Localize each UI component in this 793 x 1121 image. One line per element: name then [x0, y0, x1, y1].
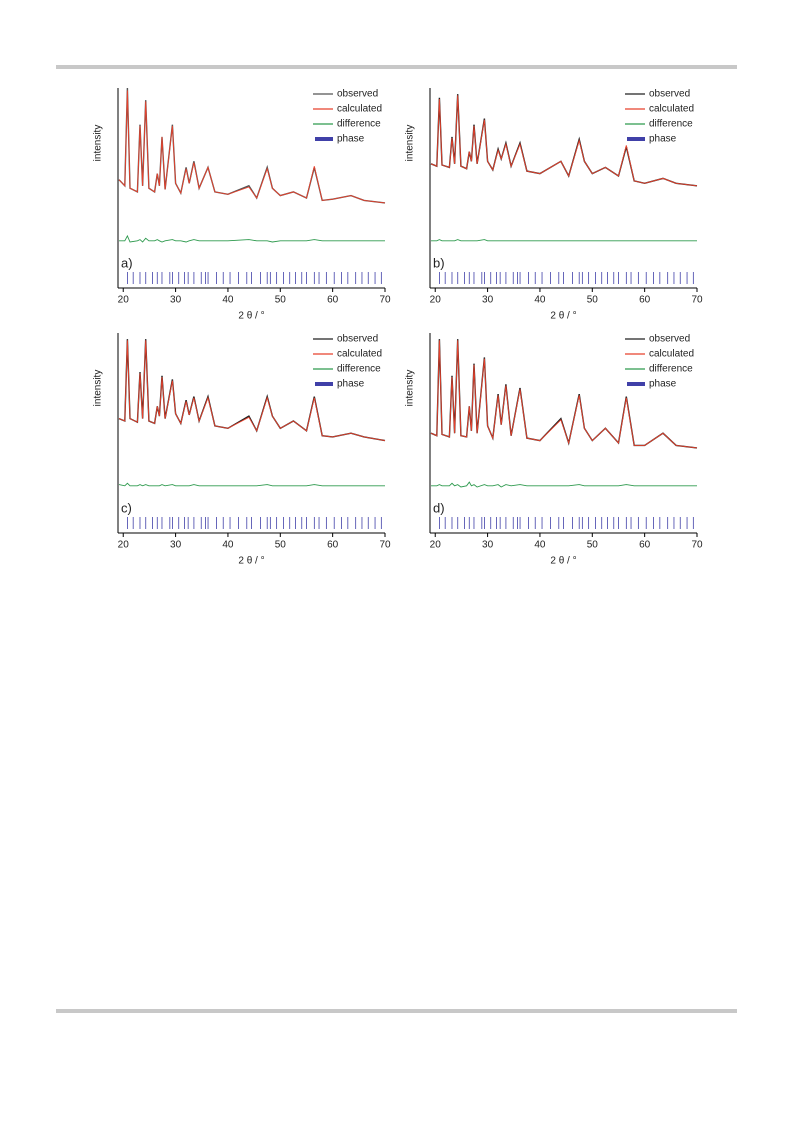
x-tick-label: 40 — [534, 295, 546, 306]
x-tick-label: 70 — [379, 540, 391, 551]
x-axis-label: 2 θ / ° — [550, 556, 576, 567]
x-tick-label: 30 — [170, 540, 182, 551]
legend-label: difference — [649, 119, 693, 130]
x-axis-label: 2 θ / ° — [238, 311, 264, 322]
x-tick-label: 20 — [118, 295, 130, 306]
y-axis-label: intensity — [405, 125, 416, 162]
legend-label: phase — [649, 379, 677, 390]
x-axis-label: 2 θ / ° — [238, 556, 264, 567]
legend-label: calculated — [337, 104, 382, 115]
chart-panel: 20 30 40 50 60 70 2 θ / ° intensity d) observed ca… — [405, 333, 703, 567]
panel-label: b) — [433, 255, 445, 270]
legend-label: difference — [649, 364, 693, 375]
legend-label: observed — [649, 89, 690, 100]
series-line — [119, 234, 385, 243]
y-axis-label: intensity — [93, 370, 104, 407]
panel-label: a) — [121, 255, 133, 270]
x-tick-label: 20 — [430, 295, 442, 306]
x-tick-label: 70 — [691, 540, 703, 551]
x-tick-label: 30 — [482, 295, 494, 306]
chart-panel: 20 30 40 50 60 70 2 θ / ° intensity c) observed ca… — [93, 333, 391, 567]
series-line — [430, 340, 698, 449]
y-axis-label: intensity — [93, 125, 104, 162]
legend-label: phase — [649, 134, 677, 145]
x-tick-label: 70 — [691, 295, 703, 306]
footer-rule — [56, 1009, 737, 1013]
series-line — [118, 482, 385, 487]
x-tick-label: 60 — [639, 540, 651, 551]
panel-label: c) — [121, 500, 132, 515]
y-axis-label: intensity — [405, 370, 416, 407]
x-tick-label: 40 — [222, 540, 234, 551]
x-tick-label: 60 — [327, 295, 339, 306]
header-rule — [56, 65, 737, 69]
x-tick-label: 30 — [170, 295, 182, 306]
x-tick-label: 50 — [587, 540, 599, 551]
x-axis-label: 2 θ / ° — [550, 311, 576, 322]
legend-label: calculated — [337, 349, 382, 360]
chart-panel: 20 30 40 50 60 70 2 θ / ° intensity b) observed ca… — [405, 88, 703, 322]
panel-label: d) — [433, 500, 445, 515]
series-line — [431, 239, 697, 242]
legend-label: difference — [337, 119, 381, 130]
series-line — [118, 340, 386, 442]
legend-label: phase — [337, 134, 365, 145]
x-tick-label: 30 — [482, 540, 494, 551]
figure: 20 30 40 50 60 70 2 θ / ° intensity a) observed ca… — [93, 87, 703, 567]
legend-label: observed — [337, 89, 378, 100]
x-tick-label: 70 — [379, 295, 391, 306]
chart-panel: 20 30 40 50 60 70 2 θ / ° intensity a) observed ca… — [93, 87, 391, 322]
x-tick-label: 50 — [587, 295, 599, 306]
x-tick-label: 50 — [275, 295, 287, 306]
legend-label: calculated — [649, 104, 694, 115]
legend-label: calculated — [649, 349, 694, 360]
legend-label: phase — [337, 379, 365, 390]
x-tick-label: 20 — [430, 540, 442, 551]
series-line — [118, 90, 386, 204]
legend-label: observed — [649, 334, 690, 345]
x-tick-label: 50 — [275, 540, 287, 551]
series-line — [430, 95, 698, 187]
series-line — [431, 481, 697, 488]
x-tick-label: 60 — [327, 540, 339, 551]
x-tick-label: 60 — [639, 295, 651, 306]
x-tick-label: 20 — [118, 540, 130, 551]
x-tick-label: 40 — [534, 540, 546, 551]
legend-label: observed — [337, 334, 378, 345]
legend-label: difference — [337, 364, 381, 375]
x-tick-label: 40 — [222, 295, 234, 306]
